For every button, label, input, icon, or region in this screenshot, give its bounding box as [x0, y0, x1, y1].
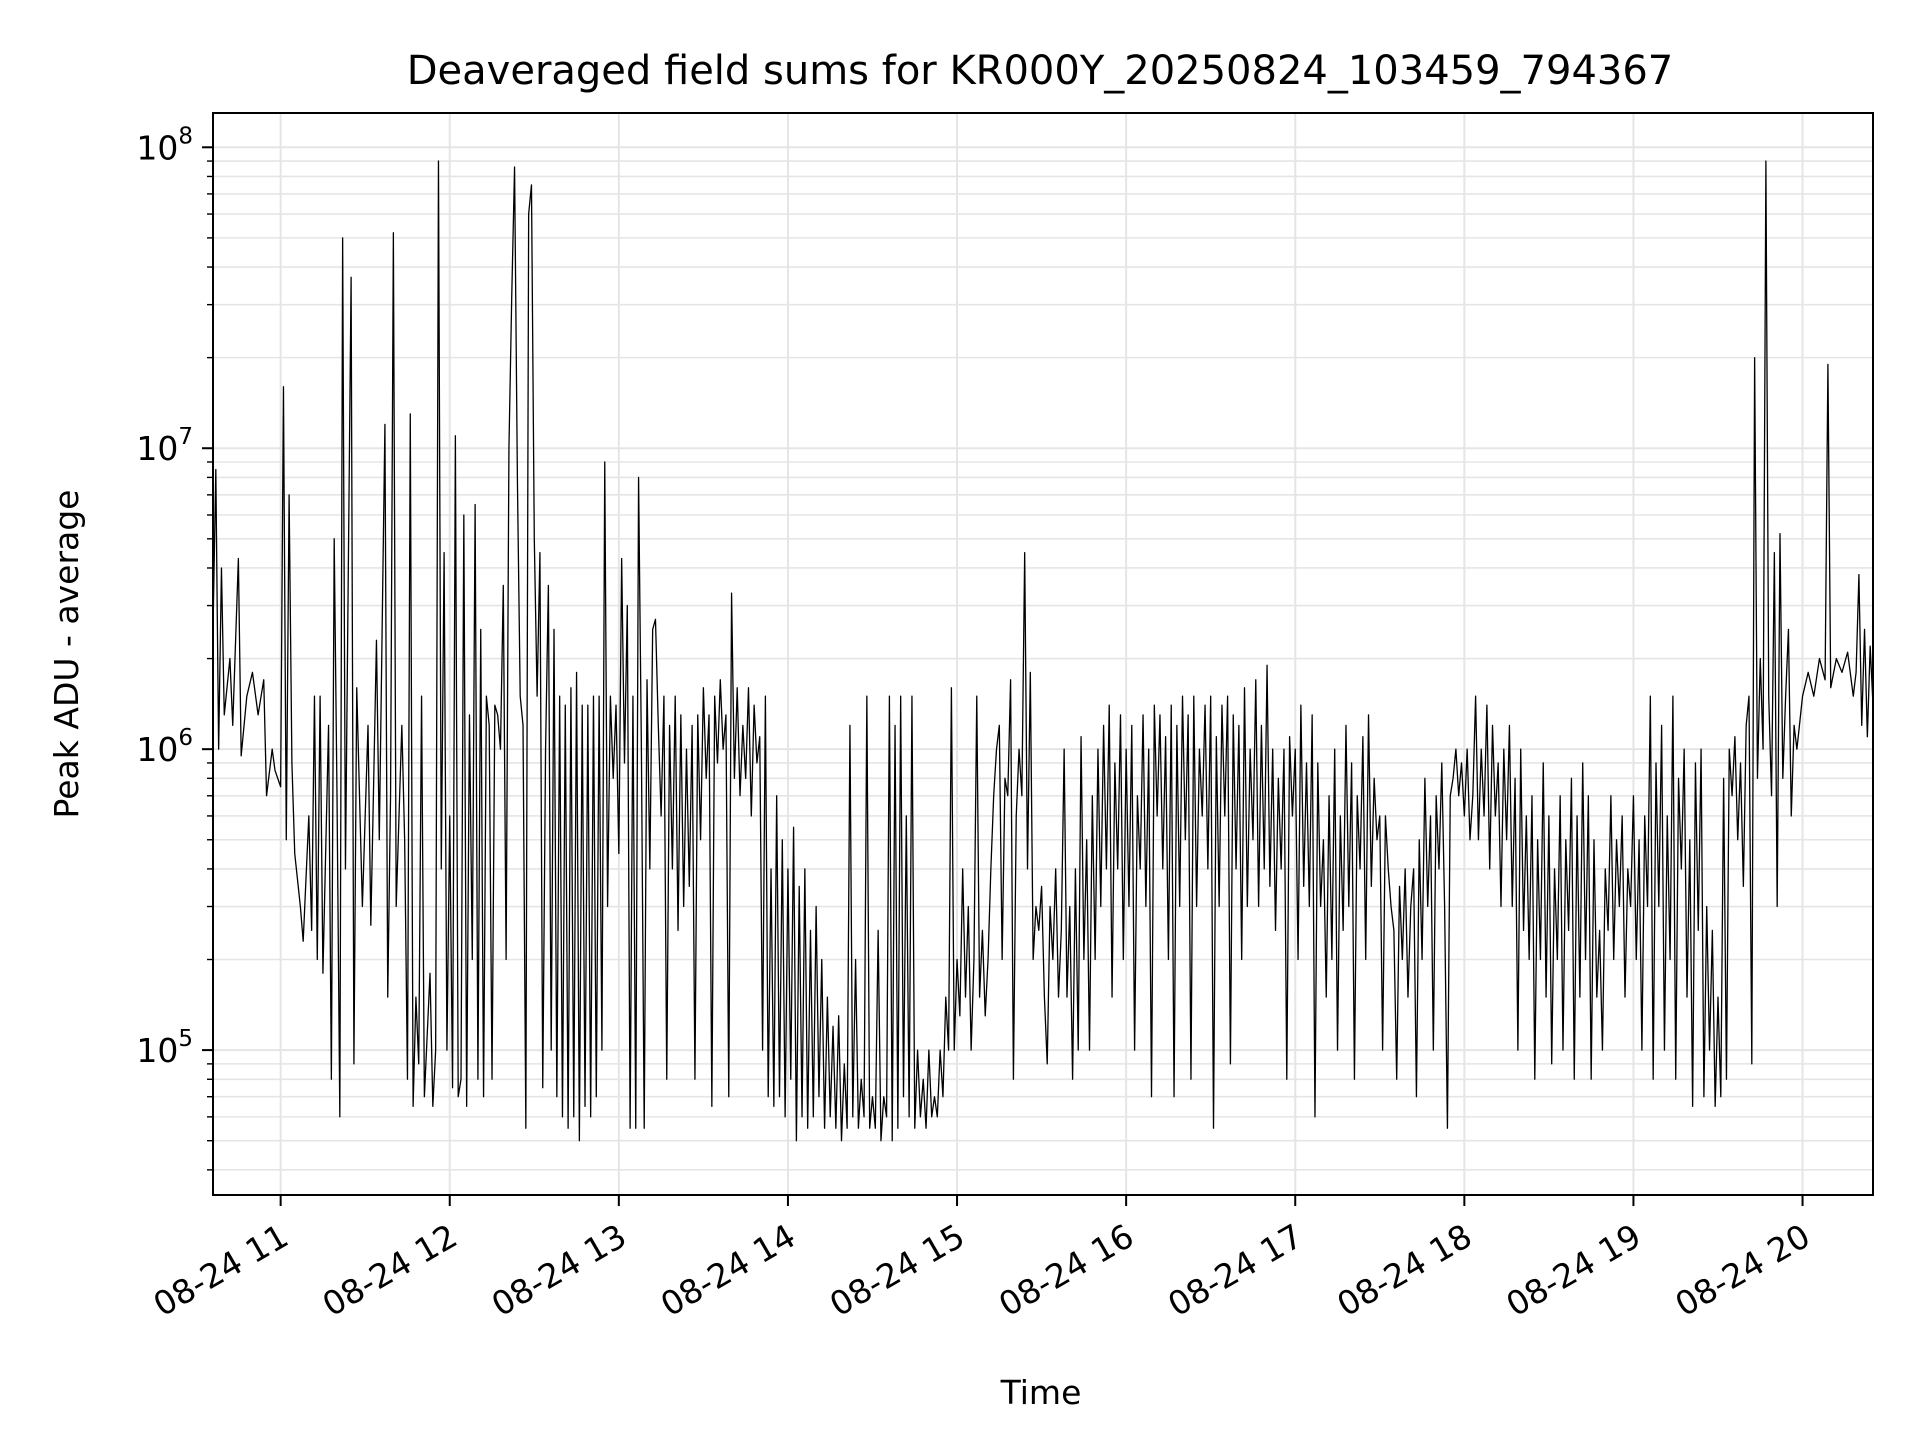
x-axis-label: Time [1000, 1373, 1082, 1412]
y-tick-label: 107 [136, 424, 193, 468]
chart-title: Deaveraged field sums for KR000Y_2025082… [407, 48, 1674, 94]
series-line [212, 160, 1874, 1142]
plot-area [213, 113, 1873, 1195]
y-axis-label: Peak ADU - average [47, 490, 86, 819]
series-layer [212, 160, 1874, 1142]
y-tick-label: 106 [136, 725, 193, 769]
y-tick-label: 108 [136, 123, 193, 167]
plot-frame [212, 112, 1874, 1196]
y-tick-label: 105 [136, 1026, 193, 1070]
grid [213, 113, 1873, 1195]
